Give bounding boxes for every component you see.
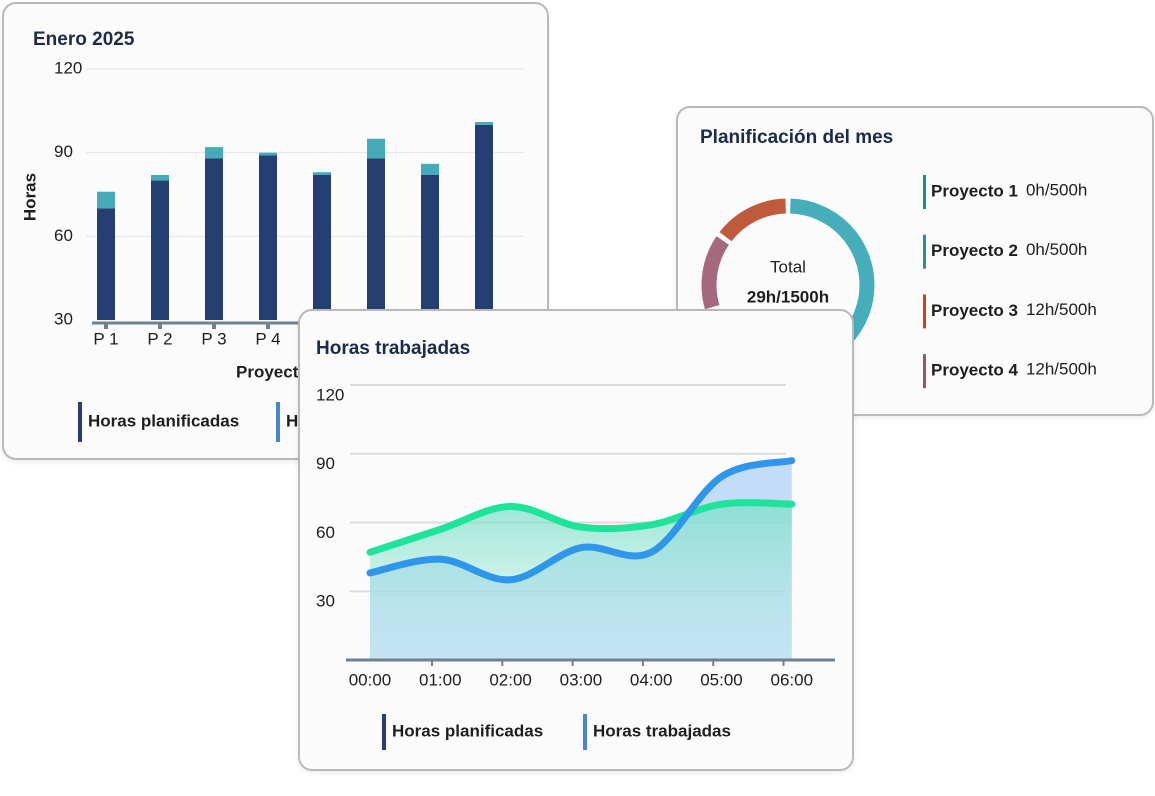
bar-segment: [97, 208, 115, 320]
chart-title: Enero 2025: [33, 29, 135, 50]
bar-segment: [421, 174, 439, 320]
bar-segment: [205, 147, 223, 159]
bar-segment: [313, 172, 331, 175]
legend-marker: [923, 294, 926, 329]
x-tick: [212, 323, 216, 329]
legend-label: Proyecto 4: [931, 361, 1018, 380]
legend-label: Proyecto 2: [931, 241, 1018, 260]
x-tick: [104, 323, 108, 329]
bar-segment: [151, 180, 169, 320]
legend-label: Proyecto 1: [931, 181, 1018, 200]
bar-segment: [421, 163, 439, 175]
legend-marker: [923, 234, 926, 269]
line: [366, 499, 796, 556]
legend-label: Horas planificadas: [88, 411, 239, 430]
bar-segment: [475, 124, 493, 321]
card: Horas trabajadas 30 60 90 120 00:00 01:00 02:00…: [298, 309, 854, 771]
y-axis-label: Horas: [20, 173, 39, 221]
bar-segment: [367, 158, 385, 320]
legend-label: Horas planificadas: [392, 721, 543, 740]
x-tick-label: P 4: [255, 329, 280, 348]
legend-marker: [382, 714, 386, 750]
bar-segment: [205, 158, 223, 320]
legend-marker: [923, 175, 926, 209]
x-tick: [266, 323, 270, 329]
x-tick-label: 00:00: [349, 670, 392, 689]
bar-segment: [151, 174, 169, 181]
legend-detail: 12h/500h: [1026, 360, 1097, 379]
legend-label: Horas trabajadas: [593, 721, 731, 740]
bar-segment: [475, 121, 493, 125]
card: Planificación del mes Total 29h/1500h Proye…: [676, 106, 1154, 416]
chart-title: Horas trabajadas: [316, 338, 470, 359]
y-tick-label: 30: [54, 309, 73, 328]
legend-detail: 12h/500h: [1026, 300, 1097, 319]
x-tick-label: 05:00: [700, 670, 743, 689]
donut-slice: [701, 236, 730, 310]
x-tick-label: 01:00: [419, 670, 462, 689]
bar-segment: [97, 191, 115, 209]
y-tick-label: 90: [54, 142, 73, 161]
x-tick-label: P 3: [201, 329, 226, 348]
x-tick: [158, 323, 162, 329]
chart-title: Planificación del mes: [700, 127, 893, 148]
y-tick-label: 30: [316, 592, 335, 611]
y-tick-label: 120: [316, 385, 344, 404]
y-tick-label: 90: [316, 454, 335, 473]
x-tick-label: 02:00: [489, 670, 532, 689]
area: [370, 502, 792, 660]
chart: Horas trabajadas 30 60 90 120 00:00 01:00 02:00…: [316, 338, 835, 750]
x-tick-label: P 2: [147, 329, 172, 348]
legend-marker: [923, 354, 926, 389]
card: Enero 2025 Horas 30 60 90 120 P 1 P 2 P 3 P 4 Proy…: [2, 2, 549, 460]
legend-label: Proyecto 3: [931, 301, 1018, 320]
donut-slice: [719, 198, 787, 242]
legend-detail: 0h/500h: [1026, 180, 1087, 199]
x-tick-label: P 1: [93, 329, 118, 348]
bar-segment: [259, 152, 277, 156]
bar-segment: [259, 155, 277, 320]
x-tick-label: 06:00: [771, 670, 814, 689]
center-value: 29h/1500h: [747, 287, 829, 306]
legend-marker: [78, 402, 82, 442]
bar-segment: [313, 174, 331, 320]
x-axis-label: Proyectos: [236, 362, 318, 381]
y-tick-label: 60: [316, 523, 335, 542]
legend-detail: 0h/500h: [1026, 240, 1087, 259]
y-tick-label: 60: [54, 226, 73, 245]
center-label: Total: [770, 257, 806, 276]
legend-marker: [583, 714, 587, 750]
legend-marker: [276, 402, 280, 442]
x-tick-label: 04:00: [630, 670, 673, 689]
line: [366, 457, 796, 584]
x-tick-label: 03:00: [560, 670, 603, 689]
y-tick-label: 120: [54, 58, 82, 77]
bar-segment: [367, 138, 385, 159]
